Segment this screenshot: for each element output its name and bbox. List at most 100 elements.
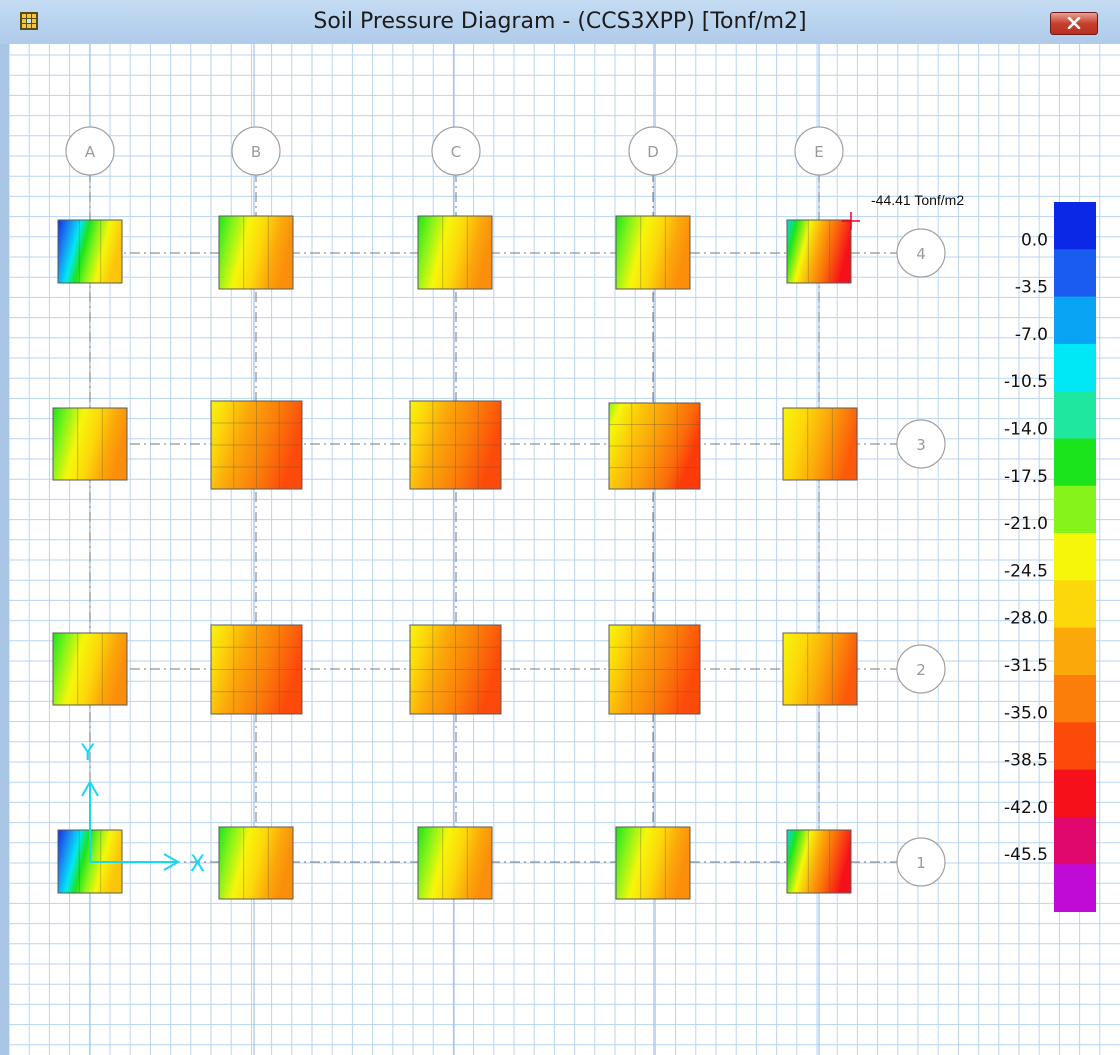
footing-contour [786, 219, 852, 284]
grid-label-row: 3 [916, 436, 926, 454]
legend-tick-label: -45.5 [1004, 845, 1048, 865]
y-axis-label: Y [80, 741, 95, 766]
legend-tick-label: -7.0 [1015, 325, 1048, 345]
legend-tick-label: -42.0 [1004, 798, 1048, 818]
footing[interactable] [417, 215, 493, 290]
close-icon [1067, 17, 1081, 29]
legend-color-band [1054, 864, 1096, 912]
footing-contour [52, 407, 128, 481]
legend-color-band [1054, 296, 1096, 345]
footing[interactable] [786, 219, 852, 284]
legend-tick-label: -21.0 [1004, 514, 1048, 534]
grid-bubble-column [65, 126, 115, 176]
legend-color-band [1054, 391, 1096, 439]
footing[interactable] [210, 400, 303, 490]
global-axes: YX [80, 741, 205, 877]
footing[interactable] [57, 219, 123, 284]
grid-bubble-row [896, 228, 946, 278]
title-bar[interactable]: Soil Pressure Diagram - (CCS3XPP) [Tonf/… [0, 0, 1120, 44]
footing[interactable] [218, 215, 294, 290]
max-pressure-annotation: -44.41 Tonf/m2 [842, 192, 964, 230]
grid-bubbles: A B C D E 4 3 2 1 [65, 126, 946, 887]
annotation-label: -44.41 Tonf/m2 [871, 192, 964, 208]
legend-color-band [1054, 627, 1096, 676]
legend-tick-label: -35.0 [1004, 703, 1048, 723]
window-title: Soil Pressure Diagram - (CCS3XPP) [Tonf/… [313, 9, 807, 34]
close-button[interactable] [1050, 12, 1098, 35]
footing[interactable] [615, 826, 691, 900]
footings[interactable] [52, 215, 858, 900]
grid-bubble-column [794, 126, 844, 176]
grid-app-icon [20, 12, 38, 30]
footing-contour [409, 400, 502, 490]
x-axis-label: X [190, 852, 205, 877]
grid-label-row: 4 [916, 245, 926, 263]
legend-color-band [1054, 675, 1096, 723]
x-axis-arrowhead [163, 853, 181, 871]
footing-contour [218, 826, 294, 900]
grid-label-column: B [251, 143, 261, 161]
legend-color-band [1054, 722, 1096, 771]
footing-contour [210, 624, 303, 715]
footing[interactable] [608, 402, 701, 490]
footing[interactable] [786, 829, 852, 894]
legend-color-band [1054, 202, 1096, 250]
annotation-marker [842, 212, 860, 230]
legend-tick-label: -31.5 [1004, 656, 1048, 676]
grid-label-row: 1 [916, 854, 926, 872]
legend-tick-label: -28.0 [1004, 609, 1048, 629]
legend-tick-label: -38.5 [1004, 751, 1048, 771]
footing-contour [615, 826, 691, 900]
legend-color-band [1054, 438, 1096, 487]
footing[interactable] [409, 624, 502, 715]
footing-contour [57, 219, 123, 284]
footing[interactable] [218, 826, 294, 900]
grid-label-column: C [451, 143, 461, 161]
footing-contour [409, 624, 502, 715]
legend-color-band [1054, 769, 1096, 818]
legend-color-band [1054, 533, 1096, 581]
footing[interactable] [782, 407, 858, 481]
footing[interactable] [782, 632, 858, 706]
footing-contour [782, 632, 858, 706]
background-grid [9, 44, 1120, 1055]
y-axis-arrowhead [81, 779, 99, 797]
grid-bubble-row [896, 419, 946, 469]
legend-tick-label: -24.5 [1004, 561, 1048, 581]
footing-contour [210, 400, 303, 490]
footing[interactable] [417, 826, 493, 900]
footing[interactable] [409, 400, 502, 490]
footing-contour [218, 215, 294, 290]
footing-contour [52, 632, 128, 706]
legend-color-band [1054, 249, 1096, 298]
footing-contour [782, 407, 858, 481]
grid-bubble-column [628, 126, 678, 176]
legend-tick-label: -14.0 [1004, 420, 1048, 440]
grid-bubble-column [231, 126, 281, 176]
footing-contour [417, 215, 493, 290]
footing-contour [615, 215, 691, 290]
grid-label-column: A [85, 143, 96, 161]
grid-bubble-row [896, 644, 946, 694]
footing-contour [608, 624, 701, 715]
grid-bubble-column [431, 126, 481, 176]
grid-label-row: 2 [916, 661, 926, 679]
footing[interactable] [52, 632, 128, 706]
footing[interactable] [210, 624, 303, 715]
footing[interactable] [608, 624, 701, 715]
legend-color-band [1054, 816, 1096, 865]
legend-tick-label: -3.5 [1015, 278, 1048, 298]
legend-color-band [1054, 485, 1096, 534]
legend-tick-label: 0.0 [1021, 230, 1048, 250]
legend-color-band [1054, 580, 1096, 629]
footing[interactable] [52, 407, 128, 481]
footing[interactable] [615, 215, 691, 290]
legend-tick-label: -17.5 [1004, 467, 1048, 487]
grid-bubble-row [896, 837, 946, 887]
legend-color-band [1054, 343, 1096, 392]
legend-tick-label: -10.5 [1004, 372, 1048, 392]
footing-contour [417, 826, 493, 900]
